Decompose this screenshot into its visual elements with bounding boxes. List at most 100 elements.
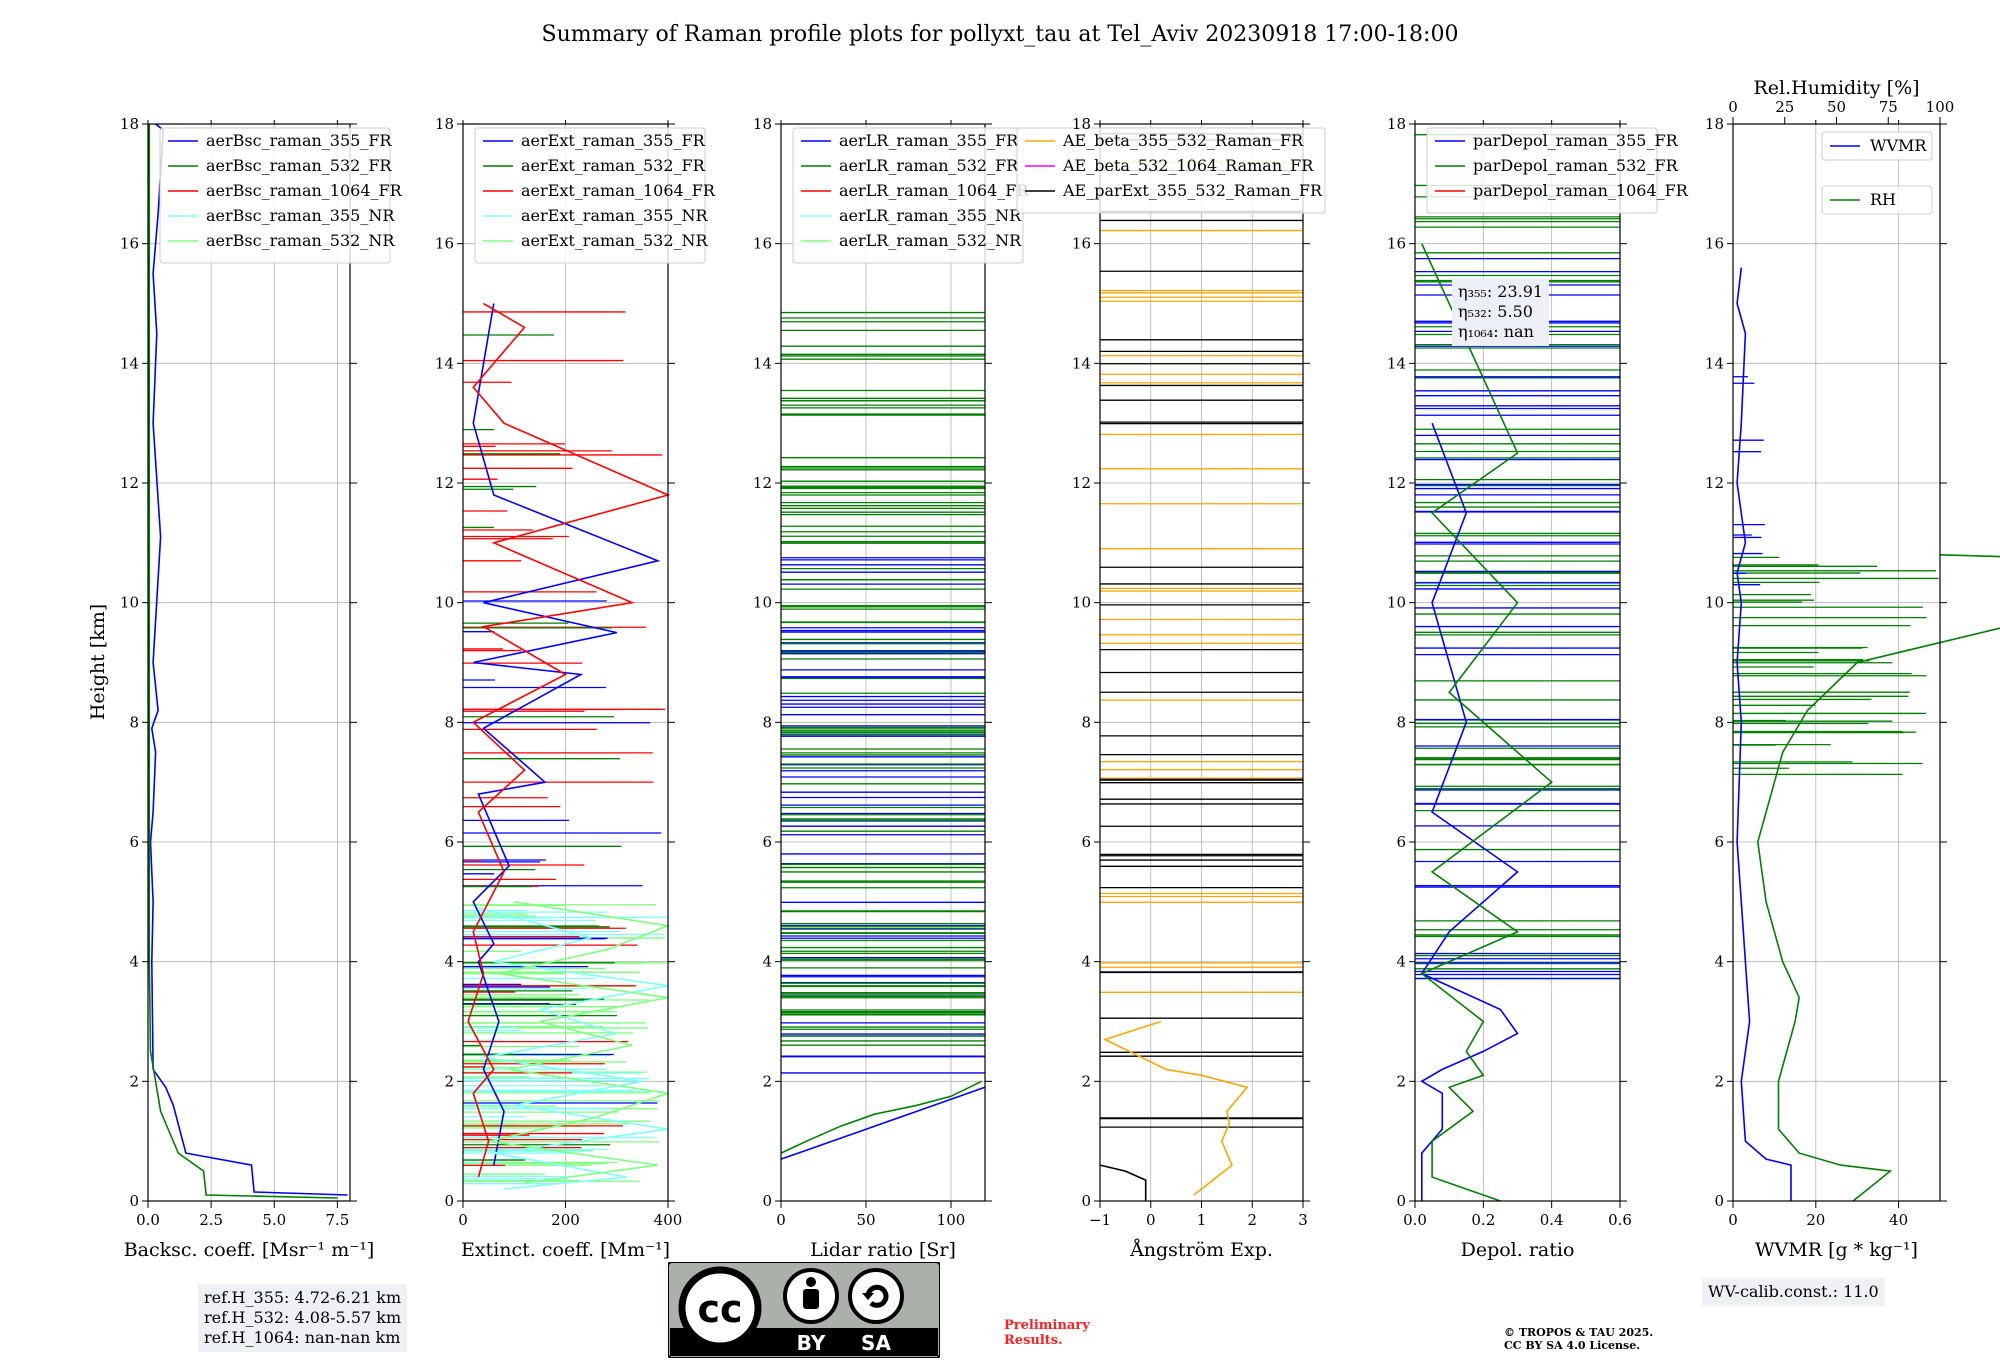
preliminary-results: Preliminary Results. — [1004, 1318, 1090, 1348]
y-tick-label: 0 — [1714, 1192, 1724, 1210]
y-tick-label: 2 — [444, 1072, 454, 1090]
eta-box: η₃₅₅: 23.91 η₅₃₂: 5.50 η₁₀₆₄: nan — [1452, 278, 1550, 346]
y-tick-label: 2 — [1396, 1072, 1406, 1090]
legend-label: aerLR_raman_355_FR — [839, 131, 1019, 150]
y-tick-label: 18 — [1387, 115, 1406, 133]
y-tick-label: 12 — [753, 474, 772, 492]
y-tick-label: 18 — [435, 115, 454, 133]
y-tick-label: 16 — [753, 235, 772, 253]
y-tick-label: 14 — [1705, 354, 1724, 372]
cc-by-text: BY — [797, 1331, 826, 1355]
series-AE_beta_355_532_Raman_FR — [1102, 1020, 1249, 1196]
y-tick-label: 8 — [1081, 713, 1091, 731]
figure-title: Summary of Raman profile plots for polly… — [541, 22, 1459, 47]
legend-box — [474, 127, 706, 264]
x-tick-label: 50 — [856, 1211, 875, 1229]
y-tick-label: 16 — [120, 235, 139, 253]
y-tick-label: 4 — [762, 953, 772, 971]
x-tick-label: 1 — [1197, 1211, 1207, 1229]
axes-frame — [147, 123, 351, 1202]
legend-wv — [1821, 131, 1933, 215]
series-parDepol_raman_355_FR — [1420, 422, 1519, 1201]
series-aerExt_raman_355_NR — [478, 907, 669, 1190]
y-tick-label: 8 — [762, 713, 772, 731]
panel-wv — [1727, 117, 2000, 1208]
legend-label: aerExt_raman_355_NR — [521, 206, 709, 225]
y-tick-label: 14 — [753, 354, 772, 372]
y-tick-label: 6 — [1396, 833, 1406, 851]
y-tick-label: 8 — [1396, 713, 1406, 731]
legend-box — [1016, 127, 1326, 214]
x-tick-label: 0 — [1728, 1211, 1738, 1229]
panel-depol — [1409, 120, 1658, 1208]
y-tick-label: 6 — [1714, 833, 1724, 851]
y-tick-label: 8 — [1714, 713, 1724, 731]
x-tick-label: 2 — [1247, 1211, 1257, 1229]
x-axis-label: Backsc. coeff. [Msr⁻¹ m⁻¹] — [124, 1239, 375, 1261]
cc-sa-text: SA — [861, 1331, 891, 1355]
y-tick-label: 18 — [1705, 115, 1724, 133]
y-tick-label: 6 — [762, 833, 772, 851]
series-WVMR — [1736, 267, 1792, 1201]
y-tick-label: 6 — [129, 833, 139, 851]
y-tick-label: 14 — [435, 354, 454, 372]
ref-h-532: ref.H_532: 4.08-5.57 km — [204, 1308, 402, 1327]
x-tick-label: 3 — [1298, 1211, 1308, 1229]
y-tick-label: 10 — [1072, 594, 1091, 612]
y-tick-label: 0 — [129, 1192, 139, 1210]
legend-ext — [474, 127, 706, 264]
y-tick-label: 12 — [1072, 474, 1091, 492]
y-tick-label: 2 — [1714, 1072, 1724, 1090]
wv-calib-box: WV-calib.const.: 11.0 — [1702, 1278, 1885, 1306]
legend-label: aerBsc_raman_355_FR — [206, 131, 392, 150]
y-tick-label: 4 — [1714, 953, 1724, 971]
y-tick-label: 8 — [129, 713, 139, 731]
y-tick-label: 2 — [762, 1072, 772, 1090]
legend-label: AE_parExt_355_532_Raman_FR — [1062, 181, 1323, 200]
legend-label: aerBsc_raman_532_FR — [206, 156, 392, 175]
legend-label: aerLR_raman_532_NR — [839, 231, 1022, 250]
panel-ae — [1016, 120, 1326, 1208]
x-tick-label: 200 — [551, 1211, 580, 1229]
legend-label: aerLR_raman_355_NR — [839, 206, 1022, 225]
legend-label: RH — [1870, 190, 1896, 209]
y-tick-label: 16 — [435, 235, 454, 253]
y-tick-label: 18 — [753, 115, 772, 133]
y-tick-label: 0 — [1081, 1192, 1091, 1210]
x-axis-label: Extinct. coeff. [Mm⁻¹] — [461, 1239, 670, 1261]
cc-by-sa-logo: cc BY SA — [667, 1261, 941, 1359]
y-tick-label: 12 — [1387, 474, 1406, 492]
panel-lr — [775, 120, 1024, 1208]
panel-ext — [457, 120, 706, 1208]
legend-label: aerBsc_raman_1064_FR — [206, 181, 403, 200]
x-top-tick-label: 0 — [1728, 98, 1738, 116]
y-tick-label: 10 — [753, 594, 772, 612]
legend-bsc — [159, 127, 391, 264]
legend-label: aerLR_raman_532_FR — [839, 156, 1019, 175]
eta-1064: η₁₀₆₄: nan — [1458, 322, 1534, 341]
series-aerLR_raman_355_FR — [780, 1086, 986, 1160]
x-tick-label: −1 — [1089, 1211, 1111, 1229]
y-tick-label: 14 — [120, 354, 139, 372]
legend-box — [1821, 131, 1933, 161]
x-tick-label: 0.6 — [1608, 1211, 1632, 1229]
y-tick-label: 8 — [444, 713, 454, 731]
legend-label: AE_beta_532_1064_Raman_FR — [1062, 156, 1314, 175]
legend-depol — [1426, 127, 1658, 214]
x-tick-label: 100 — [937, 1211, 966, 1229]
x-top-tick-label: 25 — [1775, 98, 1794, 116]
y-tick-label: 0 — [1396, 1192, 1406, 1210]
y-tick-label: 10 — [120, 594, 139, 612]
x-tick-label: 0.4 — [1540, 1211, 1564, 1229]
series-AE_parExt_355_532_Raman_FR — [1099, 1164, 1147, 1201]
legend-label: aerBsc_raman_355_NR — [206, 206, 395, 225]
cc-text: cc — [697, 1287, 742, 1331]
legend-label: aerExt_raman_355_FR — [521, 131, 706, 150]
legend-label: AE_beta_355_532_Raman_FR — [1062, 131, 1304, 150]
series-aerBsc_raman_355_FR — [149, 123, 348, 1196]
x-axis-label: Lidar ratio [Sr] — [810, 1239, 956, 1261]
x-tick-label: 2.5 — [199, 1211, 223, 1229]
panel-bsc — [142, 120, 391, 1208]
series-aerLR_raman_532_FR — [780, 1080, 982, 1154]
legend-label: aerExt_raman_1064_FR — [521, 181, 716, 200]
